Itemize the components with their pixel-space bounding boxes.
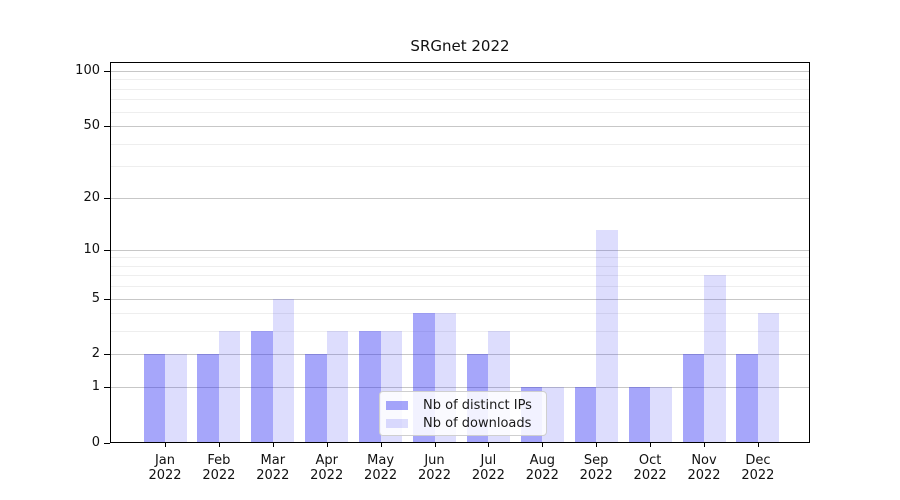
- bar-downloads: [757, 313, 780, 443]
- x-tick-mark: [650, 443, 652, 447]
- bar-distinct-ips: [682, 354, 704, 443]
- x-tick-label: Aug 2022: [525, 453, 559, 483]
- x-tick-mark: [272, 443, 274, 447]
- gridline-minor: [110, 166, 810, 168]
- x-tick-mark: [326, 443, 328, 447]
- y-tick-label: 2: [91, 346, 100, 362]
- legend-item-downloads: Nb of downloads: [380, 414, 546, 432]
- gridline-minor: [110, 275, 810, 277]
- x-tick-mark: [165, 443, 166, 447]
- x-tick-mark: [380, 443, 382, 447]
- bar-distinct-ips: [628, 387, 651, 443]
- gridline-minor: [110, 79, 810, 81]
- x-tick-label: Feb 2022: [202, 453, 236, 483]
- y-tick-mark: [104, 70, 110, 72]
- bar-downloads: [165, 354, 187, 443]
- x-tick-label: Jul 2022: [471, 453, 505, 483]
- bar-downloads: [326, 331, 349, 443]
- y-tick-label: 0: [91, 435, 100, 450]
- bar-distinct-ips: [251, 331, 273, 443]
- bar-distinct-ips: [197, 354, 219, 443]
- bar-distinct-ips: [359, 331, 381, 443]
- y-tick-label: 100: [75, 62, 100, 78]
- bar-downloads: [650, 387, 672, 443]
- legend-item-distinct-ips: Nb of distinct IPs: [380, 396, 546, 414]
- gridline-minor: [110, 111, 810, 113]
- bar-downloads: [272, 298, 295, 443]
- gridline-major: [110, 126, 810, 128]
- bar-distinct-ips: [736, 354, 758, 443]
- x-tick-mark: [218, 443, 220, 447]
- y-tick-mark: [104, 197, 110, 199]
- y-tick-mark: [104, 354, 110, 356]
- gridline-major: [110, 197, 810, 199]
- x-tick-label: Sep 2022: [579, 453, 613, 483]
- y-tick-mark: [104, 249, 110, 251]
- x-tick-label: Dec 2022: [741, 453, 775, 483]
- x-tick-label: May 2022: [364, 453, 398, 483]
- bar-downloads: [596, 230, 618, 443]
- x-tick-label: Nov 2022: [687, 453, 721, 483]
- y-tick-label: 50: [83, 118, 100, 134]
- legend-label-distinct-ips: Nb of distinct IPs: [423, 397, 532, 413]
- bar-distinct-ips: [143, 354, 165, 443]
- legend: Nb of distinct IPs Nb of downloads: [379, 391, 547, 436]
- gridline-minor: [110, 143, 810, 145]
- gridline-minor: [110, 265, 810, 267]
- gridline-minor: [110, 331, 810, 333]
- y-tick-label: 1: [91, 379, 100, 395]
- gridline-minor: [110, 286, 810, 288]
- legend-swatch-distinct-ips: [386, 400, 408, 410]
- x-tick-label: Apr 2022: [310, 453, 344, 483]
- x-tick-label: Oct 2022: [633, 453, 667, 483]
- gridline-major: [110, 354, 810, 356]
- bar-downloads: [218, 331, 241, 443]
- gridline-minor: [110, 257, 810, 259]
- bar-downloads: [704, 275, 726, 443]
- x-tick-label: Jan 2022: [148, 453, 182, 483]
- x-tick-label: Mar 2022: [256, 453, 290, 483]
- x-tick-mark: [757, 443, 759, 447]
- x-tick-mark: [434, 443, 436, 447]
- y-tick-label: 5: [91, 290, 100, 306]
- gridline-major: [110, 298, 810, 300]
- x-tick-label: Jun 2022: [417, 453, 452, 483]
- x-tick-mark: [542, 443, 544, 447]
- gridline-major: [110, 70, 810, 72]
- y-tick-mark: [104, 298, 110, 300]
- chart-title: SRGnet 2022: [410, 37, 510, 55]
- gridline-minor: [110, 313, 810, 315]
- y-tick-mark: [104, 443, 110, 444]
- bar-distinct-ips: [574, 387, 597, 443]
- legend-label-downloads: Nb of downloads: [423, 415, 532, 431]
- x-tick-mark: [596, 443, 598, 447]
- gridline-minor: [110, 99, 810, 101]
- y-tick-mark: [104, 126, 110, 128]
- y-tick-label: 10: [83, 241, 100, 257]
- y-tick-mark: [104, 387, 110, 389]
- bar-distinct-ips: [305, 354, 327, 443]
- x-tick-mark: [704, 443, 705, 447]
- gridline-minor: [110, 88, 810, 90]
- y-tick-label: 20: [83, 189, 100, 205]
- gridline-major: [110, 249, 810, 251]
- gridline-major: [110, 387, 810, 389]
- legend-swatch-downloads: [386, 418, 408, 428]
- bar-downloads: [542, 387, 564, 443]
- x-tick-mark: [488, 443, 490, 447]
